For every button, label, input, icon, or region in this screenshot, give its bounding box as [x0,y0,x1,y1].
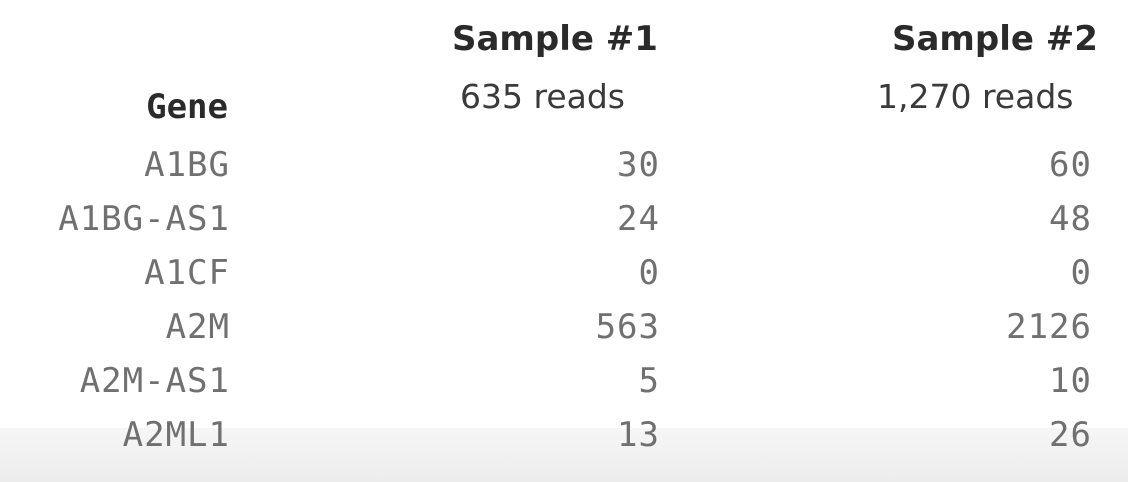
sample2-cell: 0 [1071,246,1092,300]
table-row: A2M-AS1 5 10 [0,354,1128,408]
table-row: A2ML1 13 26 [0,408,1128,462]
sample1-cell: 13 [617,408,660,462]
sample1-cell: 5 [639,354,660,408]
sample2-reads: 1,270 reads [877,80,1073,113]
sample1-cell: 0 [639,246,660,300]
table-row: A2M 563 2126 [0,300,1128,354]
gene-cell: A1CF [144,246,230,300]
sample2-cell: 48 [1049,192,1092,246]
sample2-cell: 60 [1049,138,1092,192]
sample2-header: Sample #2 [892,22,1098,56]
sample1-reads: 635 reads [460,80,625,113]
gene-column-header: Gene [146,90,228,124]
gene-cell: A2ML1 [123,408,230,462]
sample2-cell: 26 [1049,408,1092,462]
sample1-header: Sample #1 [452,22,658,56]
sample2-cell: 10 [1049,354,1092,408]
sample1-cell: 563 [596,300,660,354]
table-row: A1BG-AS1 24 48 [0,192,1128,246]
table-row: A1BG 30 60 [0,138,1128,192]
gene-cell: A2M-AS1 [80,354,230,408]
gene-cell: A1BG-AS1 [58,192,230,246]
gene-cell: A1BG [144,138,230,192]
sample1-cell: 24 [617,192,660,246]
sample2-cell: 2126 [1006,300,1092,354]
gene-cell: A2M [166,300,230,354]
gene-table: A1BG 30 60 A1BG-AS1 24 48 A1CF 0 0 A2M 5… [0,138,1128,462]
sample1-cell: 30 [617,138,660,192]
table-row: A1CF 0 0 [0,246,1128,300]
